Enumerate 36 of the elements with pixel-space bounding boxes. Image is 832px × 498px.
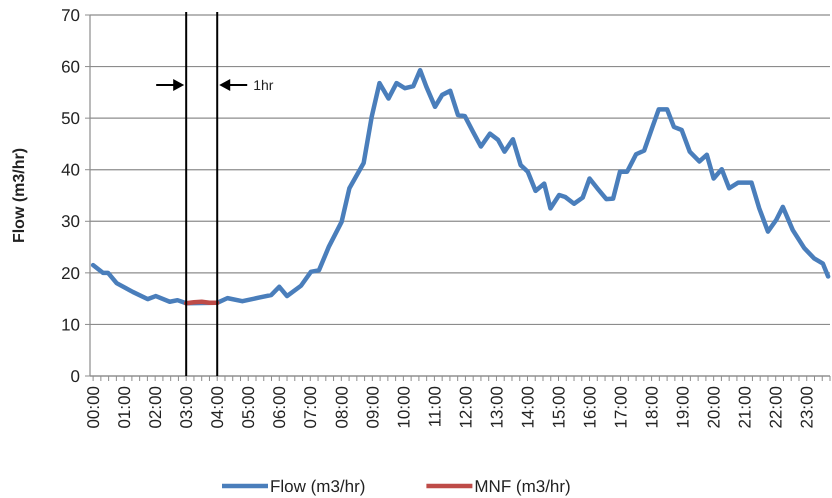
x-tick-label: 12:00 xyxy=(456,386,476,429)
x-tick-label: 02:00 xyxy=(146,386,166,429)
x-tick-label: 06:00 xyxy=(270,386,290,429)
x-tick-label: 13:00 xyxy=(487,386,506,429)
x-tick-label: 14:00 xyxy=(518,386,538,429)
y-tick-label: 40 xyxy=(61,160,80,180)
y-tick-label: 70 xyxy=(61,6,80,25)
x-tick-label: 03:00 xyxy=(177,386,196,429)
x-tick-label: 22:00 xyxy=(766,386,786,429)
y-tick-label: 20 xyxy=(61,264,80,283)
x-tick-label: 18:00 xyxy=(642,386,662,429)
y-tick-label: 0 xyxy=(70,366,80,386)
x-tick-label: 11:00 xyxy=(425,386,444,428)
x-tick-label: 23:00 xyxy=(798,386,817,429)
annotation: 1hr xyxy=(253,76,274,93)
x-tick-label: 21:00 xyxy=(736,386,755,429)
x-tick-label: 17:00 xyxy=(612,386,631,429)
y-tick-label: 30 xyxy=(61,212,80,232)
x-tick-label: 09:00 xyxy=(363,386,382,429)
y-tick-label: 10 xyxy=(61,315,80,334)
x-tick-label: 07:00 xyxy=(301,386,320,429)
x-tick-label: 15:00 xyxy=(549,386,568,429)
legend-label: MNF (m3/hr) xyxy=(474,476,571,496)
x-tick-label: 01:00 xyxy=(115,386,134,429)
x-tick-label: 05:00 xyxy=(239,386,258,429)
y-tick-label: 50 xyxy=(61,109,80,128)
x-tick-label: 19:00 xyxy=(674,386,693,429)
y-axis-title: Flow (m3/hr) xyxy=(11,148,28,244)
x-tick-label: 16:00 xyxy=(580,386,600,429)
x-tick-label: 00:00 xyxy=(84,386,104,429)
x-tick-label: 04:00 xyxy=(208,386,228,429)
x-tick-label: 10:00 xyxy=(394,386,414,429)
x-tick-label: 08:00 xyxy=(332,386,352,429)
legend-label: Flow (m3/hr) xyxy=(270,476,366,496)
y-tick-label: 60 xyxy=(61,58,80,77)
x-tick-label: 20:00 xyxy=(704,386,724,429)
